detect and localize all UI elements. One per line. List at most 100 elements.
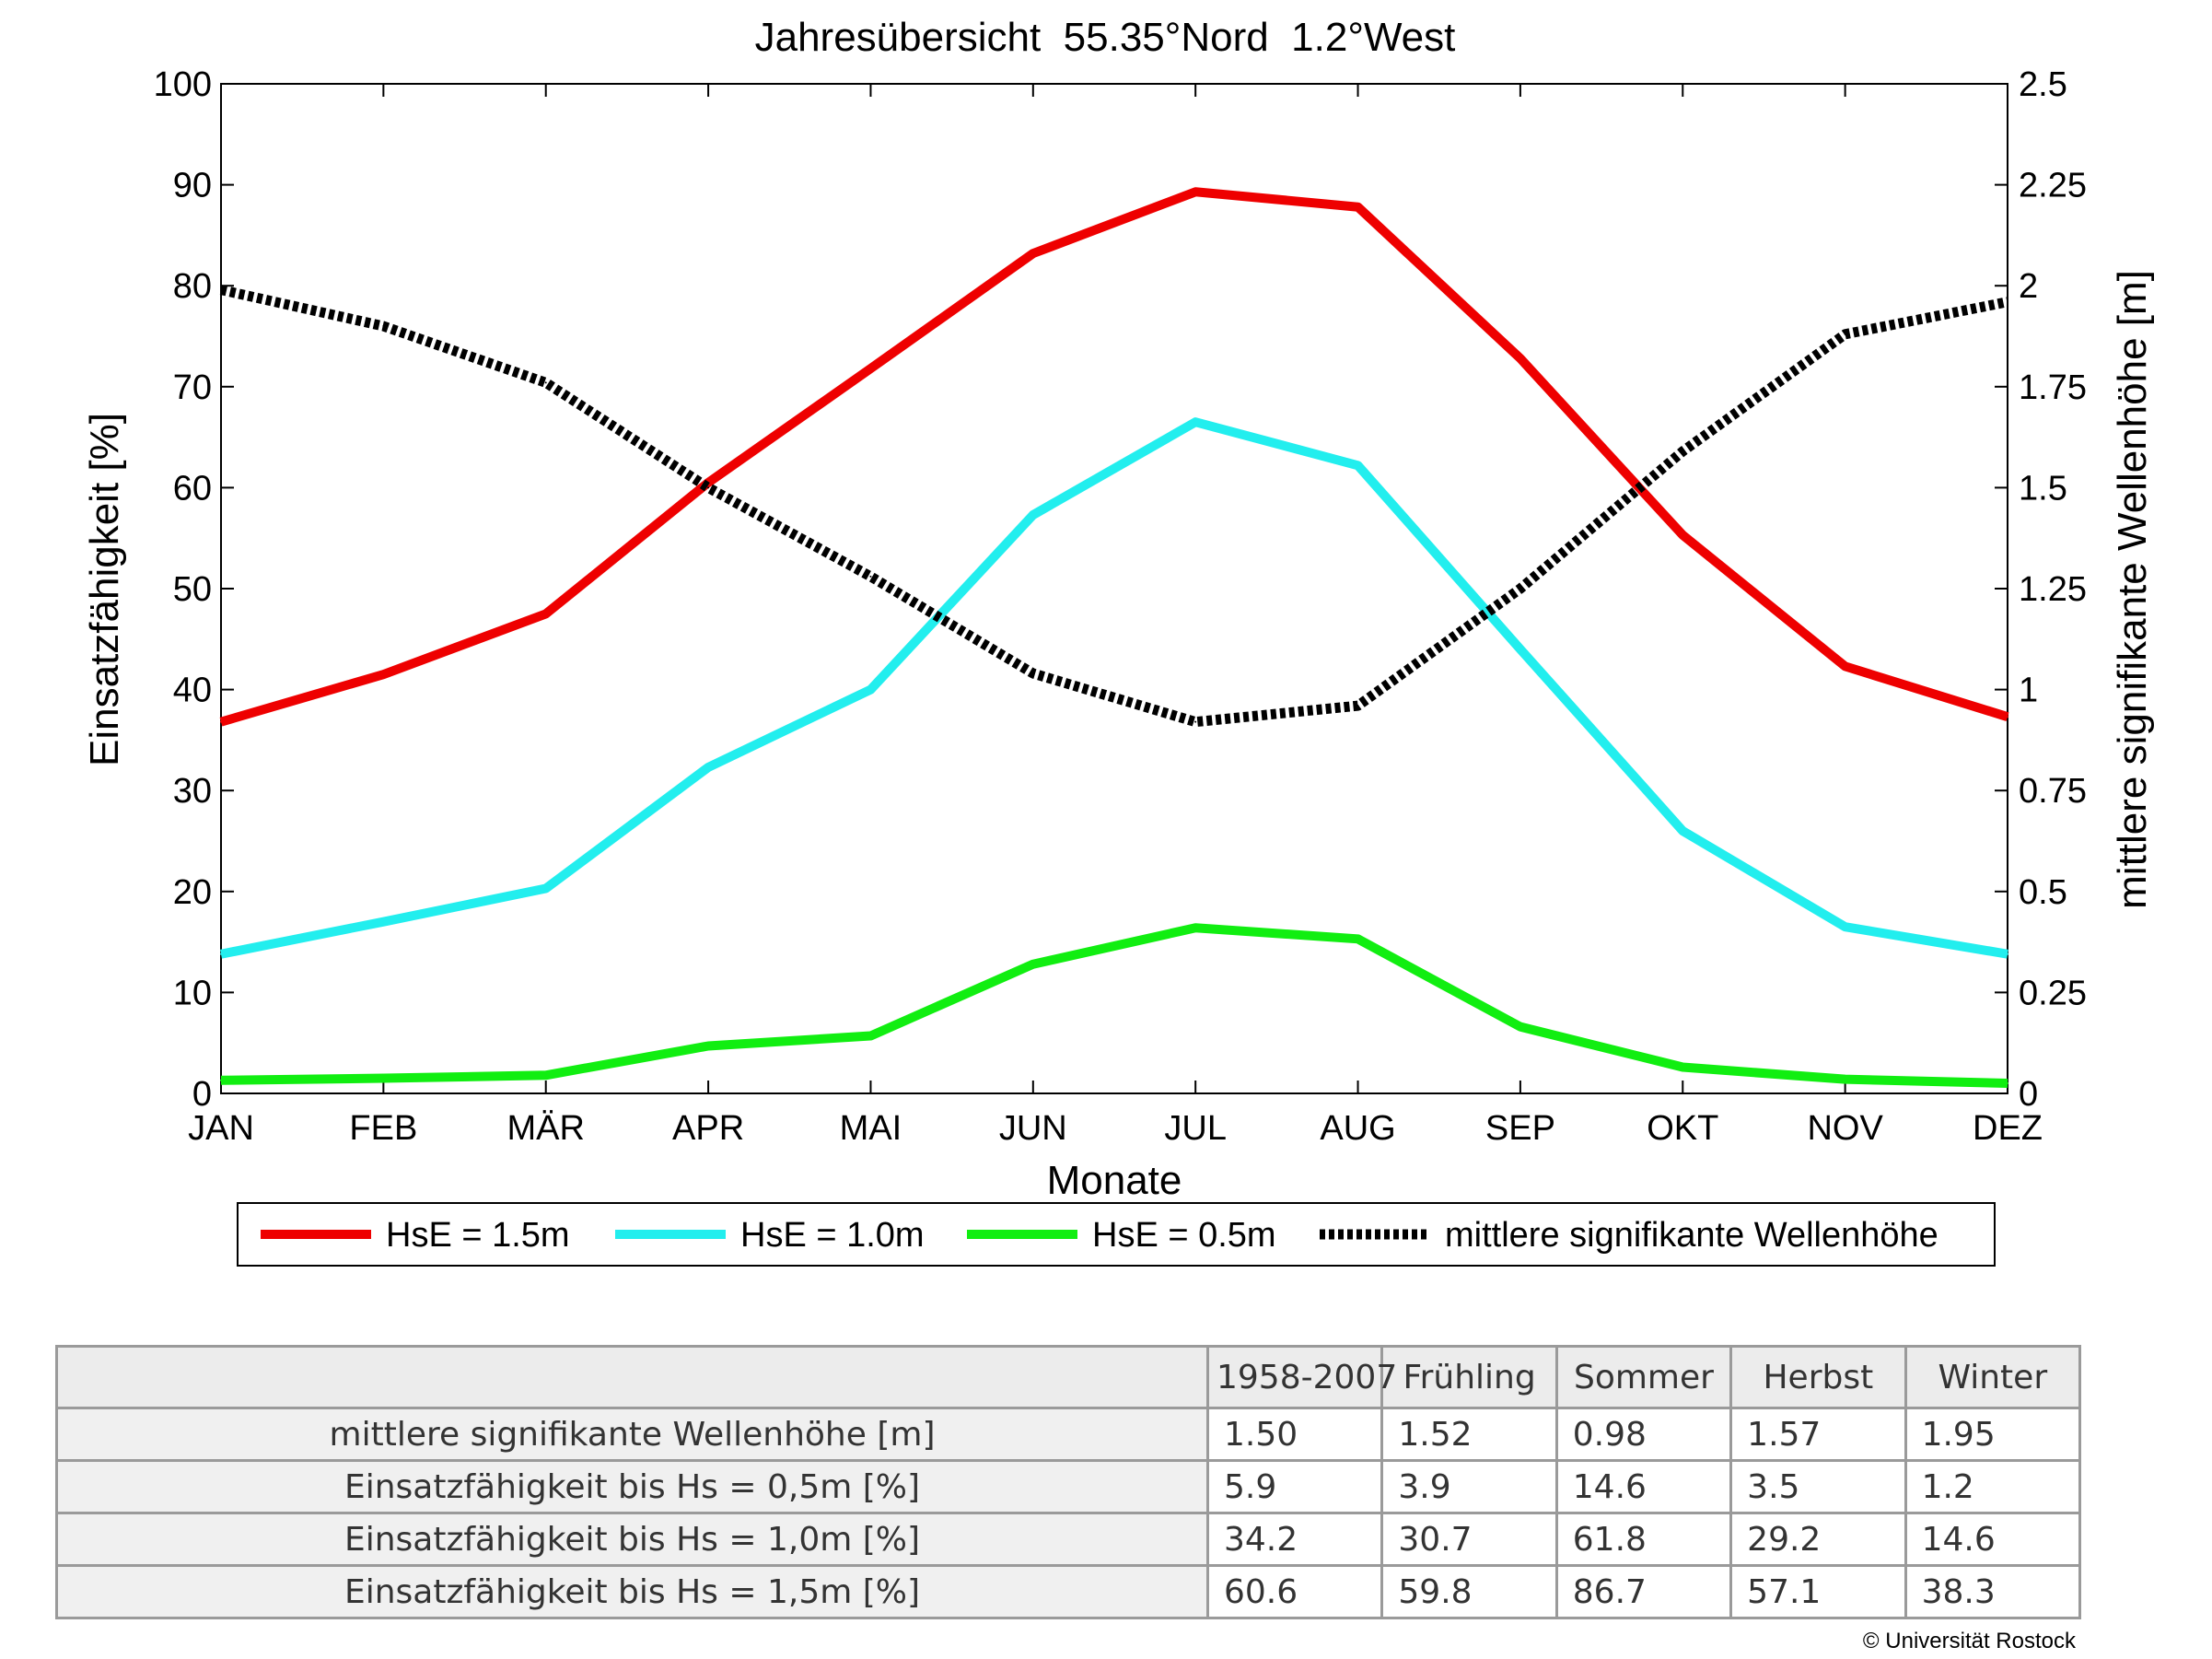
x-tick-label: MAI [840, 1109, 902, 1148]
table-cell: 3.5 [1729, 1459, 1907, 1514]
copyright-notice: © Universität Rostock [1862, 1629, 2076, 1653]
table-cell: 3.9 [1380, 1459, 1558, 1514]
table-corner [55, 1345, 1209, 1409]
x-tick-label: NOV [1807, 1109, 1883, 1148]
x-tick-label: JAN [188, 1109, 254, 1148]
right-y-tick-label: 1.5 [2019, 469, 2067, 508]
data-point [382, 1077, 385, 1080]
data-point [1031, 963, 1034, 965]
x-axis-title: Monate [1047, 1158, 1182, 1203]
table-row: mittlere signifikante Wellenhöhe [m] 1.5… [55, 1407, 2082, 1462]
row-label: Einsatzfähigkeit bis Hs = 0,5m [%] [55, 1459, 1209, 1514]
data-point [220, 952, 222, 955]
data-point [1682, 533, 1684, 536]
table-cell: 0.98 [1554, 1407, 1733, 1462]
right-y-tick-label: 0.5 [2019, 873, 2067, 912]
left-y-tick-label: 80 [173, 267, 212, 306]
table-header-row: 1958-2007 Frühling Sommer Herbst Winter [55, 1345, 2082, 1409]
left-y-tick-label: 100 [154, 65, 212, 104]
data-point [1844, 1078, 1846, 1081]
column-header: Herbst [1729, 1345, 1907, 1409]
axis-ticks: JAN FEB MÄR APR MAI JUN JUL AUG SEP OKT NOV DEZ0102… [154, 65, 2087, 1148]
data-point [1519, 357, 1521, 360]
data-point [707, 486, 710, 489]
table-cell: 60.6 [1205, 1564, 1384, 1619]
right-y-tick-label: 2.5 [2019, 65, 2067, 104]
legend-label: HsE = 0.5m [1092, 1216, 1276, 1255]
data-point [869, 1034, 872, 1037]
data-point [544, 887, 547, 890]
data-point [2007, 300, 2008, 303]
data-point [1682, 450, 1684, 452]
data-point [544, 613, 547, 615]
x-tick-label: MÄR [507, 1109, 585, 1148]
right-y-tick-label: 1.75 [2019, 368, 2087, 407]
table-cell: 14.6 [1554, 1459, 1733, 1514]
table-cell: 57.1 [1729, 1564, 1907, 1619]
left-y-axis-title: Einsatzfähigkeit [%] [82, 413, 127, 766]
chart-title: Jahresübersicht 55.35°Nord 1.2°West [755, 15, 1456, 60]
data-point [1194, 421, 1197, 424]
data-point [1031, 672, 1034, 675]
data-point [1356, 205, 1359, 208]
x-tick-label: AUG [1320, 1109, 1395, 1148]
data-point [869, 368, 872, 370]
left-y-tick-label: 90 [173, 167, 212, 205]
data-point [2007, 952, 2008, 955]
x-tick-label: OKT [1647, 1109, 1718, 1148]
data-point [707, 1045, 710, 1047]
legend-label: HsE = 1.0m [740, 1216, 925, 1255]
left-y-tick-label: 50 [173, 570, 212, 609]
data-point [544, 381, 547, 384]
series-line-2 [220, 417, 2008, 959]
data-point [220, 288, 222, 291]
data-point [1194, 927, 1197, 929]
table-cell: 61.8 [1554, 1512, 1733, 1567]
data-point [1844, 926, 1846, 929]
data-point [220, 1079, 222, 1081]
data-point [1519, 1025, 1521, 1028]
left-y-tick-label: 40 [173, 672, 212, 710]
data-point [1519, 588, 1521, 590]
column-header: Sommer [1554, 1345, 1733, 1409]
left-y-tick-label: 30 [173, 772, 212, 811]
series-layer [219, 187, 2009, 1089]
data-point [1519, 648, 1521, 650]
statistics-table: 1958-2007 Frühling Sommer Herbst Winter … [55, 1345, 2082, 1619]
right-y-tick-label: 2 [2019, 267, 2038, 306]
left-y-tick-label: 70 [173, 368, 212, 407]
right-y-tick-label: 0.25 [2019, 974, 2087, 1012]
data-point [1356, 938, 1359, 940]
x-tick-label: FEB [349, 1109, 417, 1148]
table-row: Einsatzfähigkeit bis Hs = 1,0m [%] 34.2 … [55, 1512, 2082, 1567]
right-y-tick-label: 1 [2019, 672, 2038, 710]
x-tick-label: JUN [999, 1109, 1067, 1148]
table-row: Einsatzfähigkeit bis Hs = 1,5m [%] 60.6 … [55, 1564, 2082, 1619]
table-cell: 30.7 [1380, 1512, 1558, 1567]
data-point [1356, 464, 1359, 467]
row-label: Einsatzfähigkeit bis Hs = 1,5m [%] [55, 1564, 1209, 1619]
right-y-tick-label: 1.25 [2019, 570, 2087, 609]
data-point [2007, 1082, 2008, 1085]
table-cell: 5.9 [1205, 1459, 1384, 1514]
data-point [869, 575, 872, 578]
table-cell: 86.7 [1554, 1564, 1733, 1619]
table-cell: 34.2 [1205, 1512, 1384, 1567]
series-line-3 [220, 923, 2008, 1089]
left-y-tick-label: 60 [173, 469, 212, 508]
table-cell: 1.52 [1380, 1407, 1558, 1462]
right-y-tick-label: 0.75 [2019, 772, 2087, 811]
data-point [2007, 716, 2008, 719]
series-line-1 [219, 187, 2009, 727]
table-cell: 14.6 [1903, 1512, 2082, 1567]
data-point [382, 673, 385, 676]
column-header: 1958-2007 [1205, 1345, 1397, 1409]
data-point [1682, 1066, 1684, 1069]
table-cell: 1.95 [1903, 1407, 2082, 1462]
left-y-tick-label: 10 [173, 974, 212, 1012]
data-point [1844, 333, 1846, 335]
data-point [1844, 665, 1846, 668]
data-point [1194, 720, 1197, 723]
table-cell: 1.57 [1729, 1407, 1907, 1462]
table-cell: 1.2 [1903, 1459, 2082, 1514]
